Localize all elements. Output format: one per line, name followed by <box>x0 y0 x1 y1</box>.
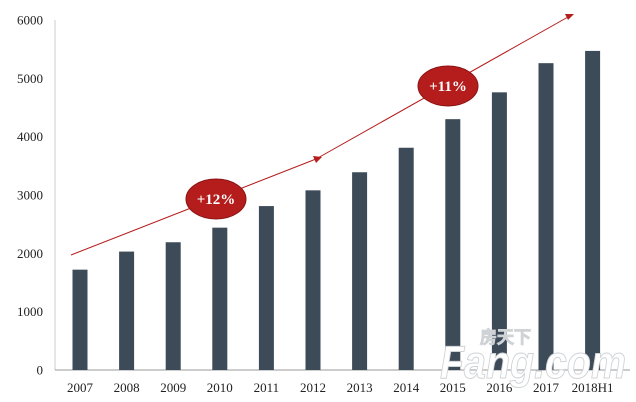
growth-badge-1: +12% <box>185 178 247 220</box>
bar-2014 <box>398 147 414 370</box>
bar-2015 <box>445 119 461 371</box>
trend-arrowhead-2 <box>565 14 574 20</box>
x-tick-label: 2008 <box>114 380 140 395</box>
bar-2012 <box>305 190 321 370</box>
bar-2013 <box>352 172 368 370</box>
y-tick-label: 2000 <box>17 246 43 261</box>
bar-2016 <box>491 92 507 370</box>
x-tick-label: 2015 <box>440 380 466 395</box>
x-tick-label: 2017 <box>533 380 560 395</box>
x-tick-label: 2007 <box>67 380 94 395</box>
bar-2017 <box>538 63 554 371</box>
x-tick-label: 2016 <box>486 380 513 395</box>
x-axis-ticks: 2007 2008 2009 2010 2011 2012 2013 2014 2015 2016… <box>67 380 614 395</box>
x-tick-label: 2012 <box>300 380 326 395</box>
fang-watermark: 房天下 Fang.com <box>440 327 627 389</box>
x-tick-label: 2014 <box>393 380 420 395</box>
growth-badge-2-label: +11% <box>429 79 467 95</box>
bar-2009 <box>165 242 181 370</box>
bars-group <box>72 50 601 371</box>
trend-arrowhead-1 <box>313 156 322 163</box>
x-tick-label: 2011 <box>254 380 280 395</box>
x-tick-label: 2018H1 <box>572 380 614 395</box>
y-tick-label: 1000 <box>17 304 43 319</box>
bar-2011 <box>258 206 274 370</box>
bar-2018H1 <box>585 50 601 371</box>
watermark-main: Fang.com <box>440 336 626 388</box>
x-tick-label: 2009 <box>160 380 186 395</box>
bar-2008 <box>119 251 135 370</box>
x-tick-label: 2010 <box>207 380 233 395</box>
growth-badge-1-label: +12% <box>197 192 236 208</box>
bar-2010 <box>212 227 228 370</box>
y-tick-label: 4000 <box>17 129 43 144</box>
y-tick-label: 5000 <box>17 71 43 86</box>
bar-2007 <box>72 269 88 370</box>
y-tick-label: 3000 <box>17 188 43 203</box>
x-tick-label: 2013 <box>347 380 373 395</box>
y-tick-label: 6000 <box>17 13 43 28</box>
growth-badge-2: +11% <box>417 65 479 107</box>
y-tick-label: 0 <box>37 363 44 378</box>
watermark-sub: 房天下 <box>480 327 531 348</box>
y-axis-ticks: 0 1000 2000 3000 4000 5000 6000 <box>17 13 43 378</box>
